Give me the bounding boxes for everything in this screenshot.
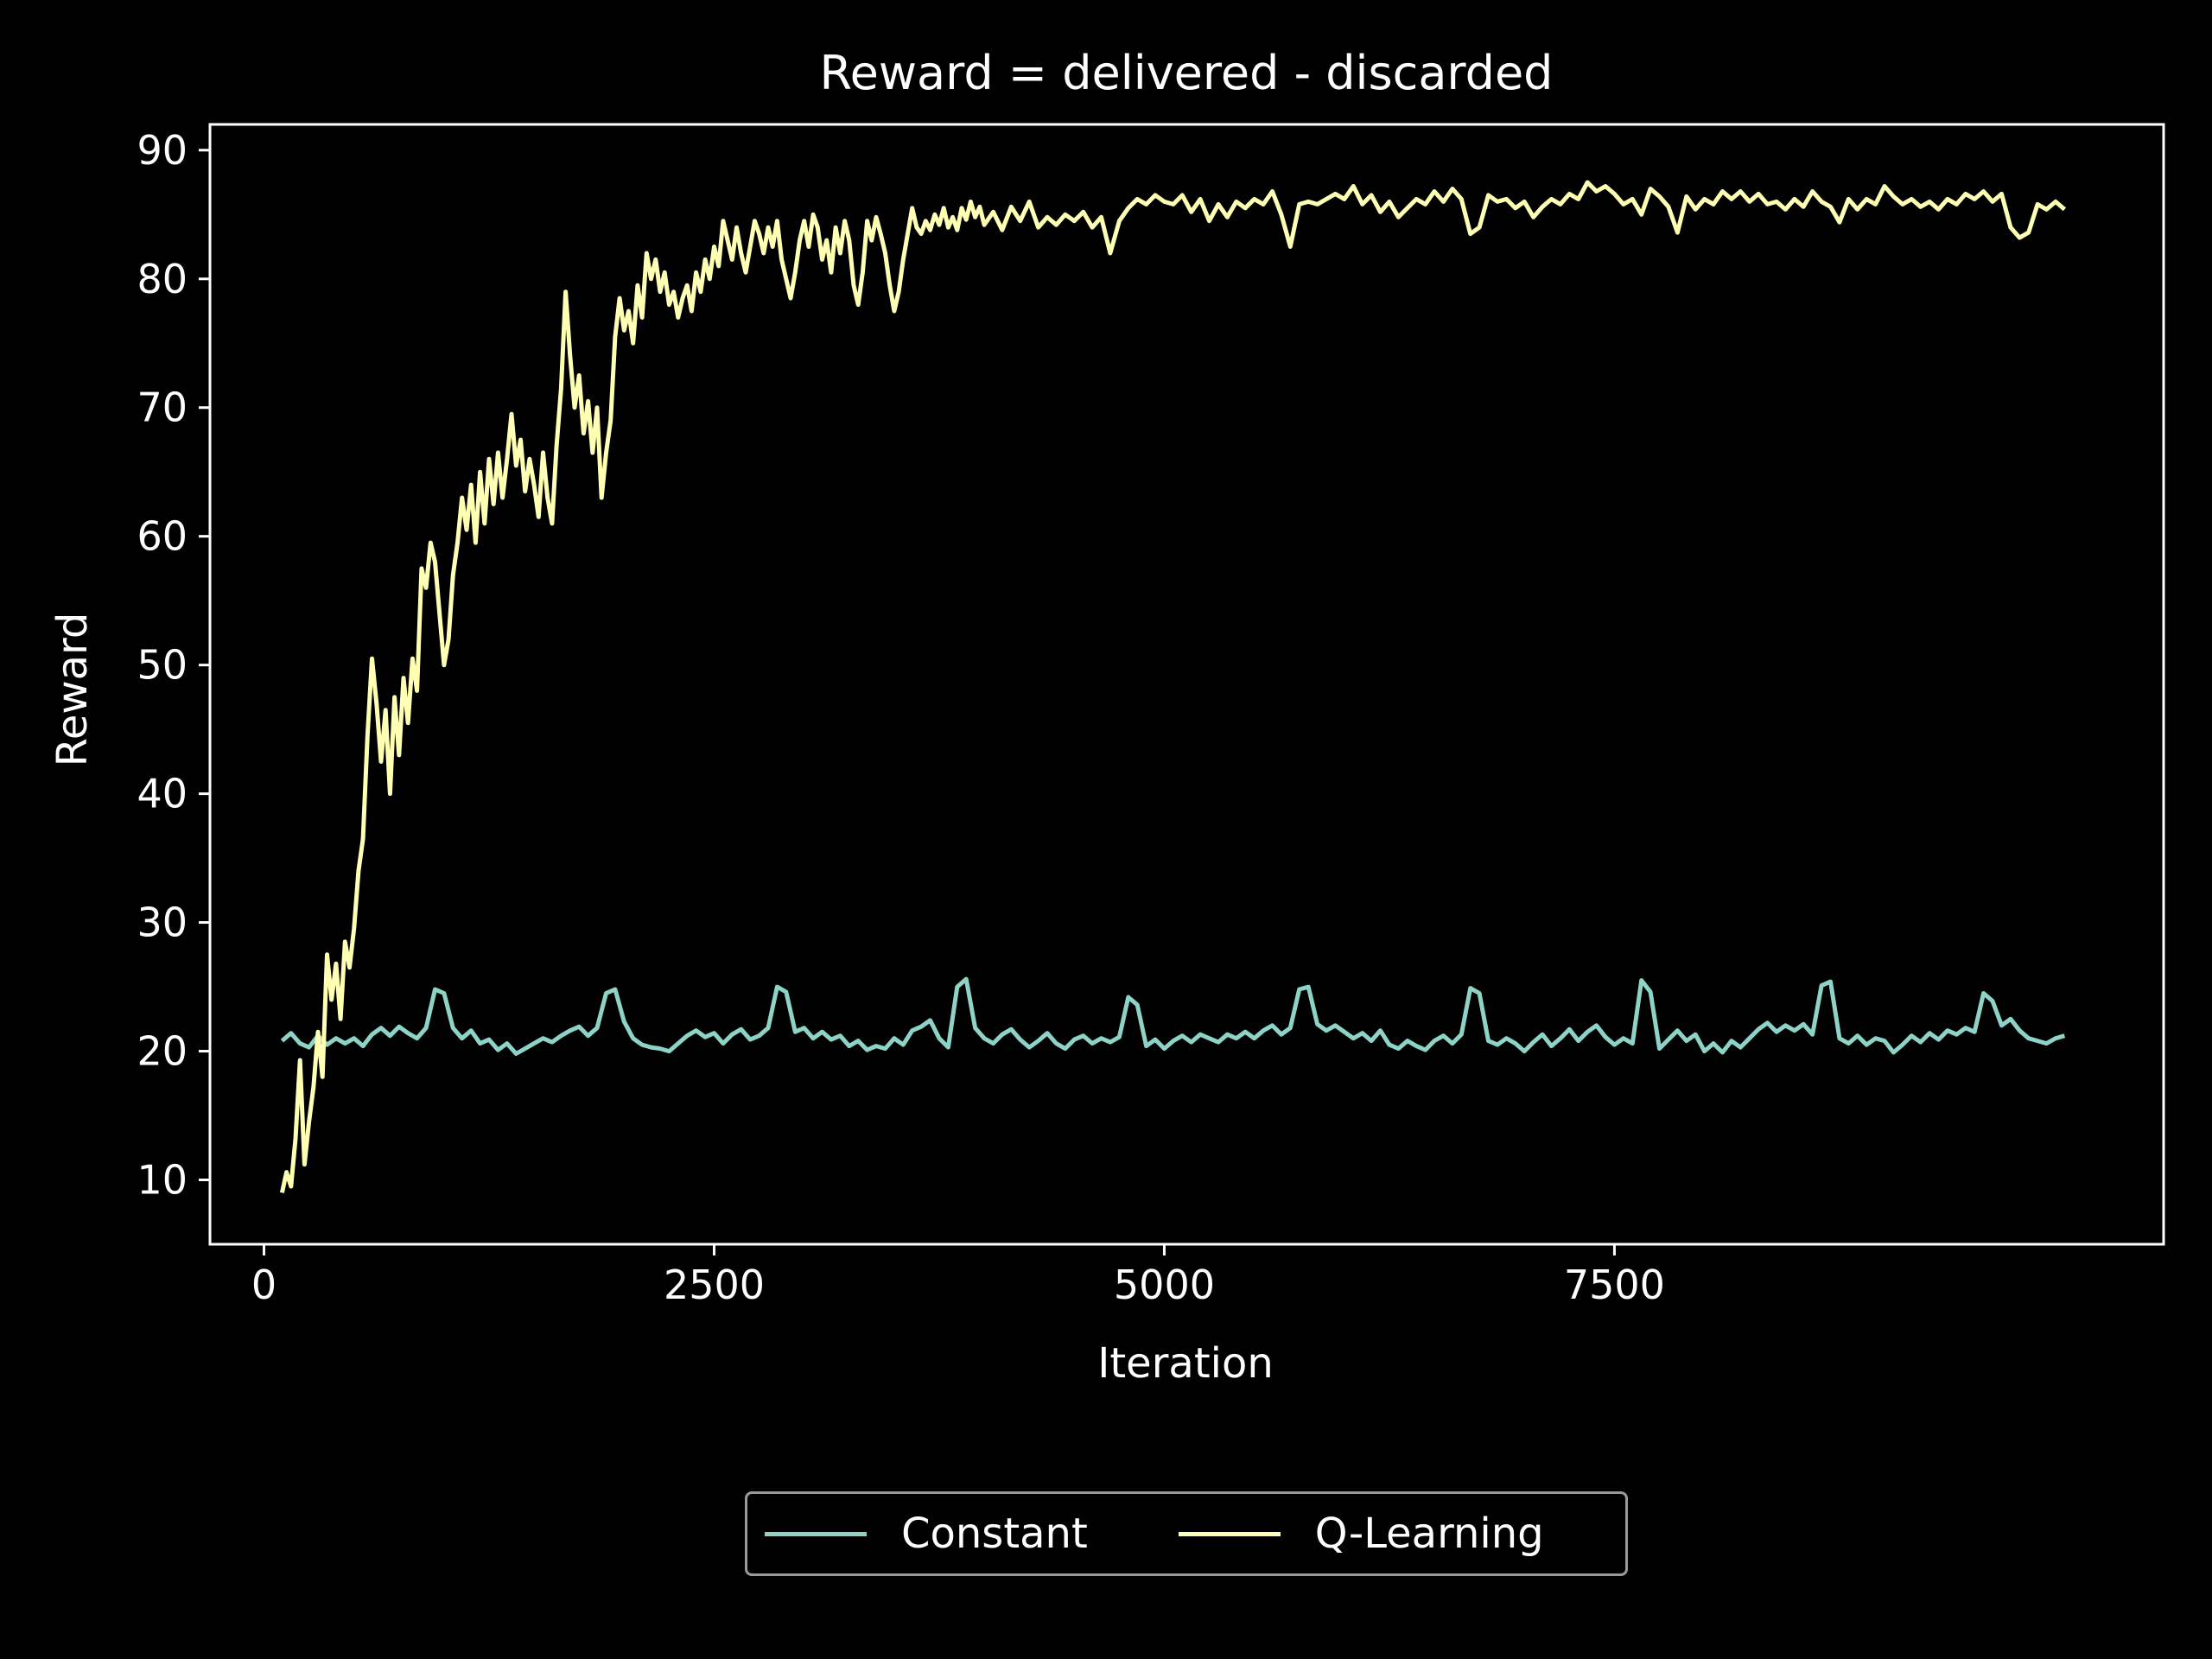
legend-item-q-learning: Q-Learning [1178, 1510, 1544, 1558]
plot-area [279, 180, 2067, 1193]
y-tick-label: 30 [137, 899, 188, 946]
y-tick-label: 60 [137, 513, 188, 560]
series-line-constant [280, 976, 2066, 1056]
x-tick-label: 2500 [664, 1262, 765, 1308]
x-axis-ticks: 0 2500 5000 7500 [251, 1244, 1665, 1308]
x-axis-label: Iteration [1097, 1339, 1274, 1388]
chart-title: Reward = delivered - discarded [820, 46, 1554, 100]
y-tick-label: 80 [137, 256, 188, 302]
y-tick-label: 50 [137, 642, 188, 689]
y-tick-label: 10 [137, 1157, 188, 1204]
legend-label-constant: Constant [901, 1510, 1088, 1558]
legend-swatch-constant [765, 1531, 867, 1536]
x-tick-label: 5000 [1114, 1262, 1215, 1308]
legend-item-constant: Constant [765, 1510, 1088, 1558]
y-tick-label: 20 [137, 1028, 188, 1075]
x-tick-label: 0 [251, 1262, 276, 1308]
y-tick-label: 70 [137, 385, 188, 431]
axes-frame [208, 123, 2165, 1246]
y-tick-label: 40 [137, 771, 188, 817]
y-axis-label: Reward [48, 613, 97, 767]
y-axis-ticks: 10 20 30 40 50 60 70 80 90 [137, 127, 210, 1204]
series-line-q-learning [279, 180, 2067, 1193]
x-tick-label: 7500 [1564, 1262, 1665, 1308]
chart-legend: Constant Q-Learning [745, 1491, 1628, 1576]
y-tick-label: 90 [137, 127, 188, 174]
legend-label-q-learning: Q-Learning [1314, 1510, 1544, 1558]
legend-swatch-q-learning [1178, 1531, 1281, 1536]
